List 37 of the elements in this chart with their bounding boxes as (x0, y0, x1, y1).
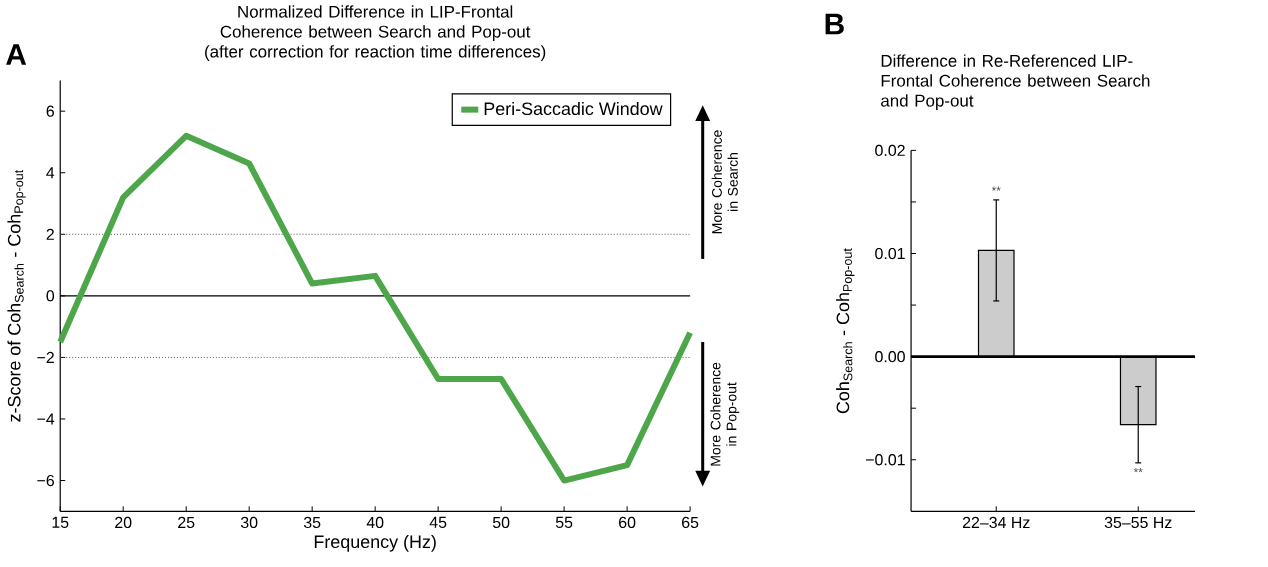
x-tick-label: 35 (303, 516, 321, 528)
y-tick-label: 0.02 (875, 144, 905, 156)
y-axis-title: z-Score of Coh$_{Search}$ - Coh$_{Pop-out}$ (7, 169, 26, 422)
y-tick-label: 0.00 (875, 350, 905, 363)
y-tick-label: −2 (37, 351, 54, 363)
x-tick-label: 55 (555, 516, 573, 528)
x-tick-label: 45 (429, 516, 447, 528)
y-tick-label: −4 (37, 413, 55, 425)
chart-title: Normalized Difference in LIP-Frontal Coherence between Search and Pop-out (220, 5, 531, 41)
y-tick-label: 0 (46, 290, 55, 302)
y-tick-label: 0.01 (875, 247, 905, 259)
y-tick-label: 2 (46, 228, 54, 240)
annotation: ** (991, 186, 1001, 191)
legend-label: Peri-Saccadic Window (484, 101, 663, 115)
x-tick-label: 50 (492, 516, 510, 528)
text: More Coherence in Search (711, 130, 738, 234)
x-tick-label: 40 (366, 516, 384, 528)
text: More Coherence in Pop-out (710, 362, 740, 466)
y-tick-label: 6 (46, 105, 54, 117)
chart-title: Difference in Re-Referenced LIP-Frontal Coherence between Search and Pop-out (881, 54, 1150, 110)
y-tick-label: −0.01 (866, 453, 905, 466)
x-tick-label: 30 (240, 516, 258, 528)
text: B (825, 13, 844, 35)
x-tick-label: 15 (52, 516, 69, 528)
x-tick-label: 20 (115, 516, 132, 528)
text: A (6, 44, 27, 65)
x-tick-label: 60 (619, 516, 636, 528)
annotation: ** (1133, 467, 1143, 473)
x-axis-title: Frequency (Hz) (314, 534, 436, 552)
x-tick-label: 25 (178, 516, 195, 528)
x-tick-label: 35–55 Hz (1104, 516, 1172, 528)
x-tick-label: 22–34 Hz (962, 516, 1030, 528)
y-axis-title: Coh$_{Search}$ - Coh$_{Pop-out}$ (836, 248, 855, 414)
x-tick-label: 65 (682, 516, 699, 528)
y-tick-label: 4 (46, 167, 55, 179)
y-tick-label: −6 (37, 474, 54, 487)
chart-subtitle: (after correction for reaction time differences) (205, 44, 546, 61)
